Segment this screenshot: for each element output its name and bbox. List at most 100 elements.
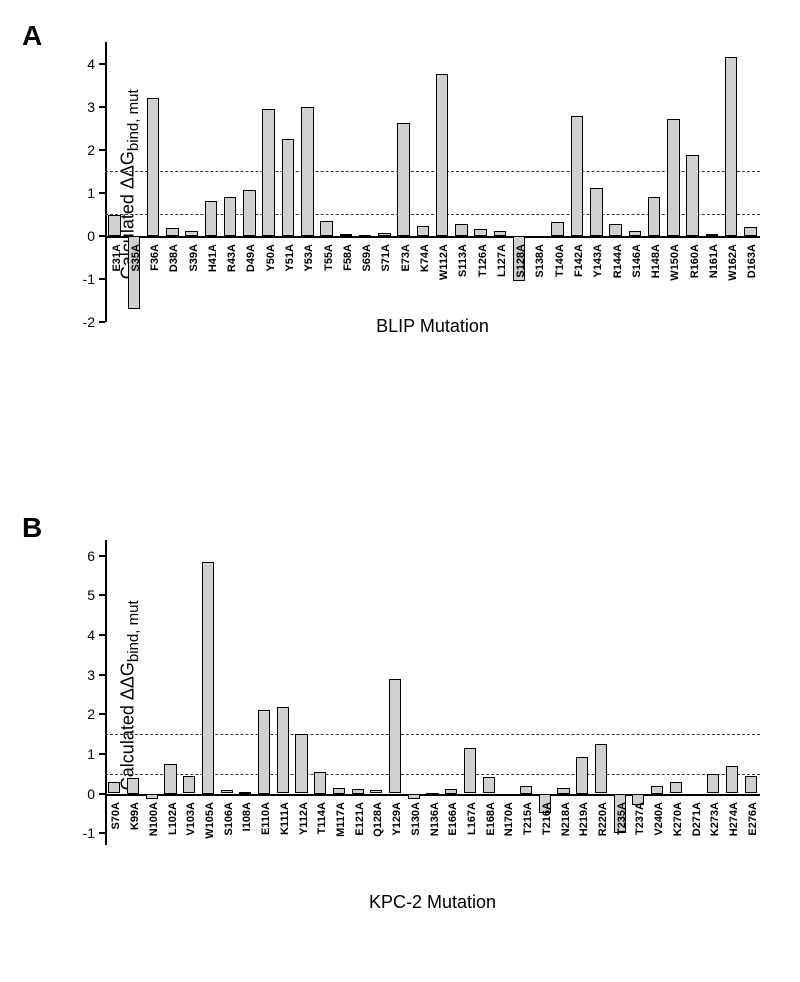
category-label: N136A [429,802,441,892]
category-label: V240A [653,802,665,892]
bar [725,57,738,236]
bar [205,201,218,236]
bar [609,224,622,236]
bar [688,794,700,796]
category-label: E276A [747,802,759,892]
bar [445,789,457,794]
category-label: M117A [335,802,347,892]
bar [483,777,495,794]
bar [667,119,680,236]
bar [340,234,353,236]
category-label: K273A [709,802,721,892]
category-label: V103A [185,802,197,892]
panel-label-B: B [22,512,42,544]
y-axis-A [105,42,107,322]
bar [202,562,214,794]
bar [221,790,233,793]
bar [417,226,430,235]
bar [726,766,738,794]
y-tick [99,192,105,194]
category-label: Y112A [298,802,310,892]
bar [301,107,314,236]
bar [532,236,545,238]
category-label: K111A [279,802,291,892]
y-tick-label: 6 [67,548,95,564]
y-tick [99,674,105,676]
category-label: N100A [148,802,160,892]
category-label: H219A [578,802,590,892]
bar [314,772,326,794]
y-tick [99,63,105,65]
bar [282,139,295,236]
bar [455,224,468,236]
bar [436,74,449,236]
category-label: S70A [110,802,122,892]
category-label: L102A [167,802,179,892]
bar [378,233,391,236]
category-label: E168A [485,802,497,892]
y-tick-label: 3 [67,667,95,683]
category-label: K99A [129,802,141,892]
bar [686,155,699,236]
bar [408,794,420,800]
bar [397,123,410,236]
bar [590,188,603,236]
bar [576,757,588,793]
y-tick [99,235,105,237]
bar [551,222,564,236]
category-label: H274A [728,802,740,892]
y-tick-label: 0 [67,786,95,802]
category-label: L167A [466,802,478,892]
bar [262,109,275,236]
bar [147,98,160,236]
bar [277,707,289,793]
category-label: S106A [223,802,235,892]
bar [474,229,487,235]
y-tick-label: 5 [67,587,95,603]
y-tick [99,634,105,636]
category-label: I108A [241,802,253,892]
y-tick-label: -1 [67,825,95,841]
bar [426,793,438,795]
bar [389,679,401,793]
bar [520,786,532,794]
bar [670,782,682,793]
y-tick-label: 2 [67,706,95,722]
bar [651,786,663,794]
category-label: Y129A [391,802,403,892]
bar [370,790,382,794]
bar [629,231,642,236]
y-tick-label: 4 [67,627,95,643]
y-tick-label: 1 [67,185,95,201]
threshold-line [105,171,760,172]
category-label: R220A [597,802,609,892]
y-tick-label: 3 [67,99,95,115]
bar [557,788,569,794]
category-label: T237A [634,802,646,892]
category-label: T216A [541,802,553,892]
bar [501,794,513,796]
y-tick [99,713,105,715]
y-tick [99,753,105,755]
threshold-line [105,214,760,215]
y-axis-label-B: Calculated ΔΔGbind, mut [118,600,143,790]
y-tick [99,832,105,834]
bar [320,221,333,236]
category-label: Q128A [372,802,384,892]
bar [224,197,237,236]
bar [648,197,661,236]
bar [183,776,195,794]
bar [745,776,757,794]
bar [359,235,372,237]
panel-label-A: A [22,20,42,52]
category-label: T235A [616,802,628,892]
bar [146,794,158,800]
category-label: E121A [354,802,366,892]
bar [595,744,607,794]
y-tick [99,278,105,280]
y-tick [99,793,105,795]
x-axis-label-A: BLIP Mutation [105,316,760,337]
y-axis-B [105,540,107,845]
x-axis-label-B: KPC-2 Mutation [105,892,760,913]
bar [744,227,757,236]
